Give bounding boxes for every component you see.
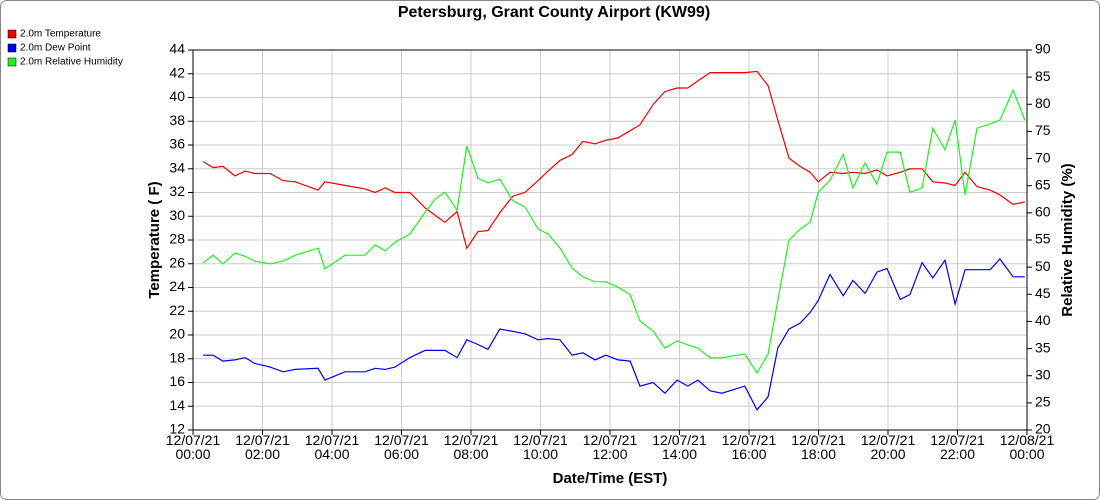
y2-axis-label: Relative Humidity (%) xyxy=(1059,163,1076,316)
legend-label: 2.0m Relative Humidity xyxy=(20,57,123,68)
x-tick-label: 12/07/21 04:00 xyxy=(304,432,360,462)
y2-tick-label: 40 xyxy=(1035,312,1051,328)
y2-tick-label: 90 xyxy=(1035,41,1051,57)
y-tick-label: 26 xyxy=(169,254,185,270)
y-tick-label: 32 xyxy=(169,183,185,199)
y-axis-label: Temperature ( F) xyxy=(146,181,163,298)
legend-label: 2.0m Temperature xyxy=(20,29,101,40)
y-tick-label: 30 xyxy=(169,207,185,223)
y2-tick-label: 30 xyxy=(1035,366,1051,382)
y-tick-label: 20 xyxy=(169,326,185,342)
plot-border xyxy=(192,49,1028,431)
y-tick-label: 42 xyxy=(169,64,185,80)
y2-tick-label: 65 xyxy=(1035,176,1051,192)
y-tick-label: 14 xyxy=(169,397,185,413)
x-tick-label: 12/07/21 06:00 xyxy=(374,432,429,462)
y-tick-label: 22 xyxy=(169,302,185,318)
y2-tick-label: 20 xyxy=(1035,421,1051,437)
x-axis-label: Date/Time (EST) xyxy=(553,470,668,487)
y-tick-label: 28 xyxy=(169,231,185,247)
y2-tick-label: 85 xyxy=(1035,68,1051,84)
y2-tick-label: 60 xyxy=(1035,204,1051,220)
x-tick-label: 12/07/21 22:00 xyxy=(930,432,985,462)
x-tick-label: 12/07/21 10:00 xyxy=(513,432,568,462)
y-tick-label: 44 xyxy=(169,41,185,57)
y-tick-label: 16 xyxy=(169,373,185,389)
legend-label: 2.0m Dew Point xyxy=(20,43,91,54)
legend-swatch xyxy=(7,29,17,39)
y2-tick-label: 55 xyxy=(1035,231,1051,247)
y-tick-label: 24 xyxy=(169,278,185,294)
y2-tick-label: 45 xyxy=(1035,285,1051,301)
x-tick-label: 12/07/21 18:00 xyxy=(791,432,846,462)
y2-tick-label: 80 xyxy=(1035,95,1051,111)
y2-tick-label: 75 xyxy=(1035,122,1051,138)
y-tick-label: 12 xyxy=(169,421,185,437)
series-line xyxy=(202,88,1026,375)
x-tick-label: 12/07/21 00:00 xyxy=(165,432,221,462)
x-tick-label: 12/08/21 00:00 xyxy=(999,432,1055,462)
legend-swatch xyxy=(7,43,17,53)
x-tick-label: 12/07/21 20:00 xyxy=(860,432,916,462)
x-tick-label: 12/07/21 08:00 xyxy=(443,432,499,462)
y-tick-label: 18 xyxy=(169,349,185,365)
y-tick-label: 40 xyxy=(169,88,185,104)
x-tick-label: 12/07/21 12:00 xyxy=(582,432,638,462)
x-tick-label: 12/07/21 14:00 xyxy=(652,432,707,462)
y-tick-label: 38 xyxy=(169,112,185,128)
legend-swatch xyxy=(7,57,17,67)
chart-title: Petersburg, Grant County Airport (KW99) xyxy=(398,4,710,21)
series-line xyxy=(202,70,1026,250)
y2-tick-label: 35 xyxy=(1035,339,1051,355)
x-tick-label: 12/07/21 16:00 xyxy=(721,432,777,462)
series-line xyxy=(203,258,1025,411)
x-tick-label: 12/07/21 02:00 xyxy=(235,432,290,462)
y-tick-label: 36 xyxy=(169,136,185,152)
y-tick-label: 34 xyxy=(169,159,185,175)
y2-tick-label: 25 xyxy=(1035,394,1051,410)
y2-tick-label: 50 xyxy=(1035,258,1051,274)
y2-tick-label: 70 xyxy=(1035,149,1051,165)
